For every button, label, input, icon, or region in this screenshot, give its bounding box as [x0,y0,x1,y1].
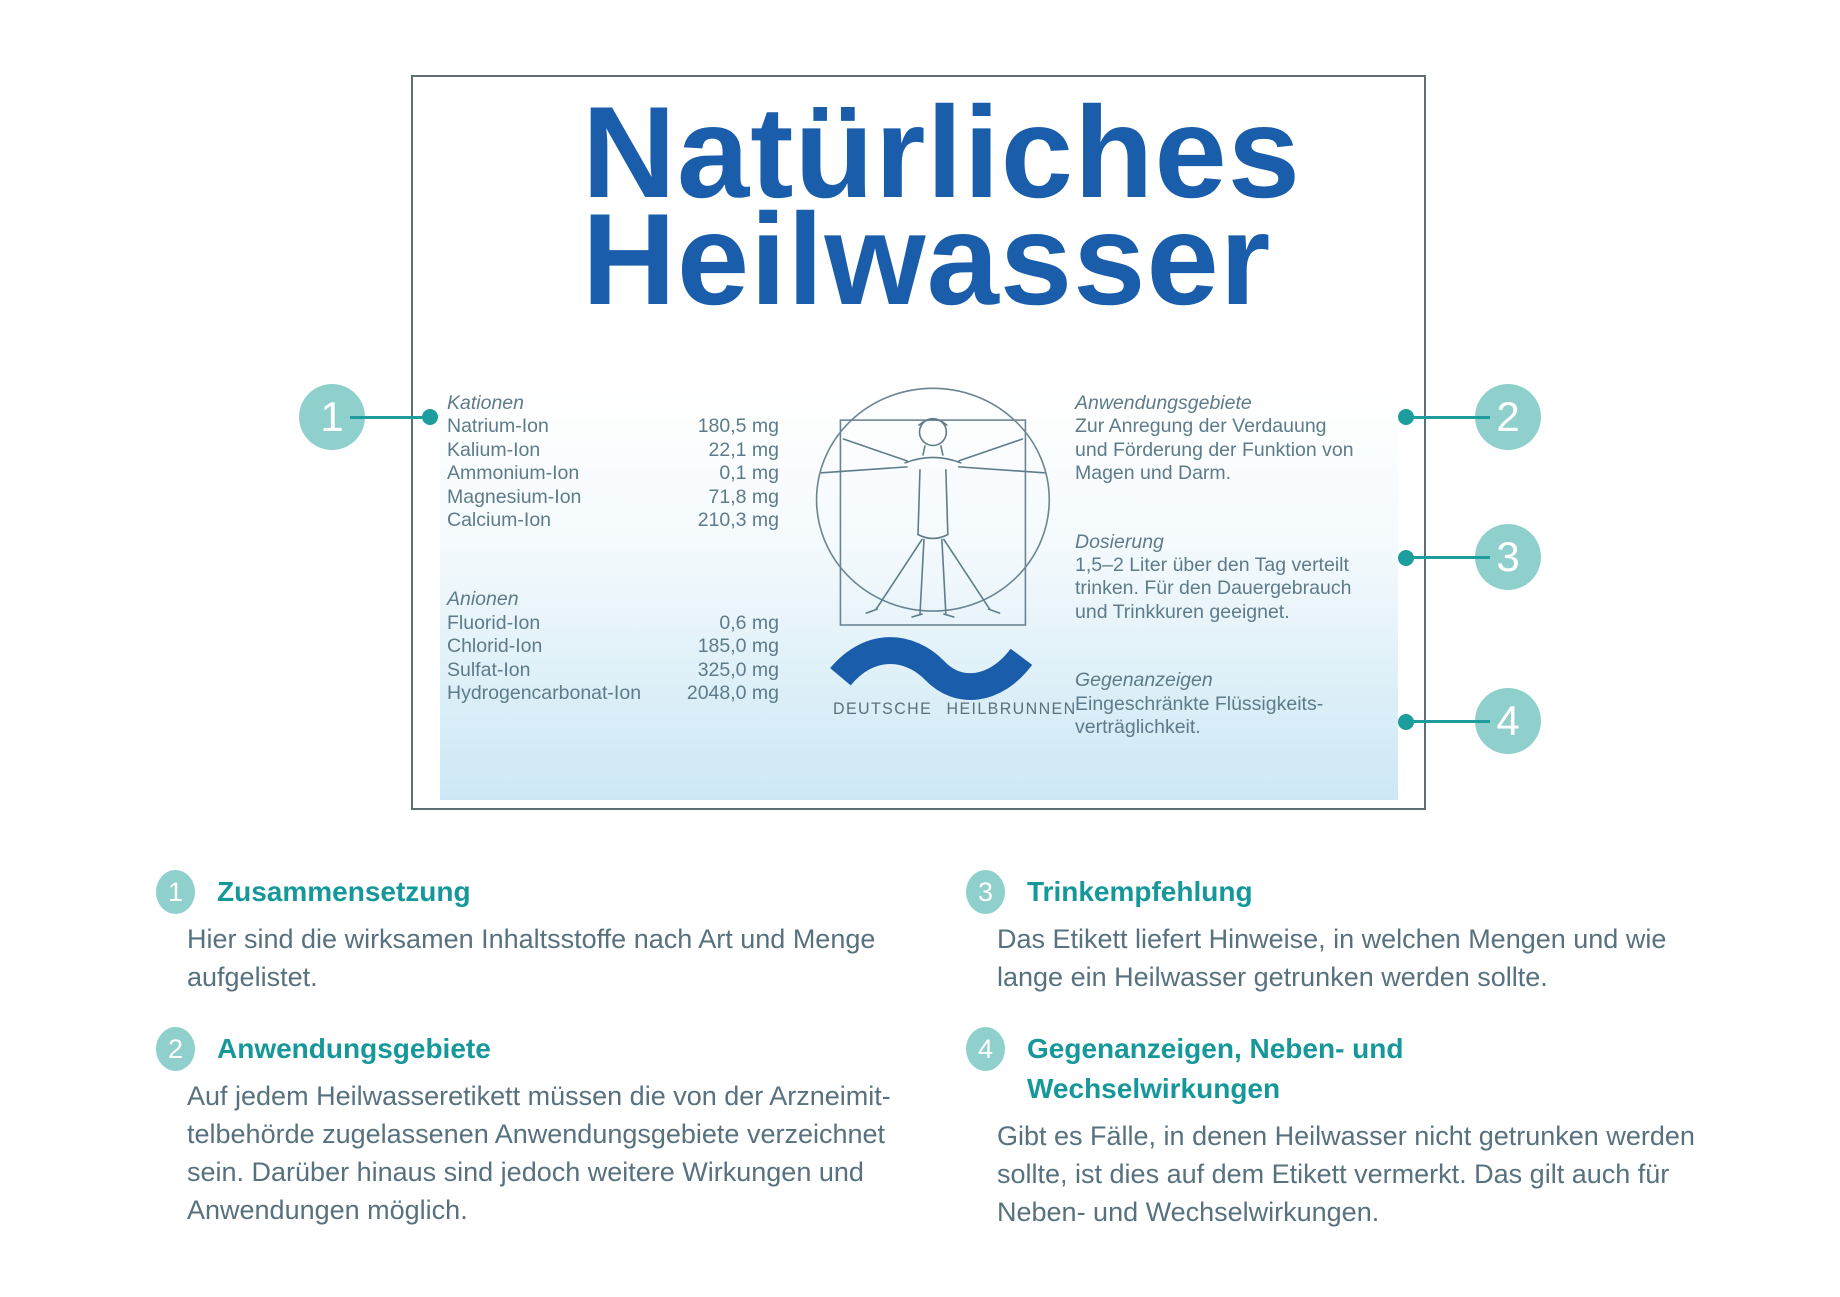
legend-body-line: sein. Darüber hinaus sind jedoch weitere… [187,1157,864,1187]
ion-value: 0,6 mg [719,611,779,634]
legend-body-line: sollte, ist dies auf dem Etikett vermerk… [997,1159,1670,1189]
ion-name: Fluorid-Ion [447,611,541,634]
legend-body: Gibt es Fälle, in denen Heilwasser nicht… [997,1117,1726,1231]
table-row: Natrium-Ion 180,5 mg [447,415,779,438]
legend-body: Hier sind die wirksamen Inhaltsstoffe na… [187,920,876,996]
legend-title: Anwendungsgebiete [217,1033,491,1064]
cations-header: Kationen [447,392,524,414]
legend-badge-4: 4 [966,1027,1005,1071]
table-row: Hydrogencarbonat-Ion 2048,0 mg [447,682,779,705]
ion-value: 2048,0 mg [686,682,779,705]
info-line: und Förderung der Funktion von [1075,438,1354,461]
legend-body: Auf jedem Heilwasseretikett müssen die v… [187,1077,891,1229]
legend-title-line: Gegenanzeigen, Neben- und [1027,1033,1404,1064]
table-row: Ammonium-Ion 0,1 mg [447,462,779,485]
anions-header: Anionen [447,588,519,611]
info-section-header: Dosierung [1075,530,1164,553]
info-section-anwendungsgebiete: Anwendungsgebiete Zur Anregung der Verda… [1075,392,1405,486]
callout-line-4 [1406,720,1490,723]
legend-body-line: Gibt es Fälle, in denen Heilwasser nicht… [997,1121,1695,1151]
callout-line-2 [1406,416,1490,419]
ion-value: 180,5 mg [697,415,779,438]
legend-title: Gegenanzeigen, Neben- und Wechselwirkung… [1027,1027,1726,1109]
legend-badge-1: 1 [156,870,195,914]
info-line: und Trinkkuren geeignet. [1075,600,1290,623]
legend-body-line: Auf jedem Heilwasseretikett müssen die v… [187,1081,891,1111]
callout-badge-2: 2 [1475,384,1541,450]
ion-value: 210,3 mg [697,509,779,532]
info-line: 1,5–2 Liter über den Tag verteilt [1075,554,1349,577]
callout-line-3 [1406,556,1490,559]
info-section-dosierung: Dosierung 1,5–2 Liter über den Tag verte… [1075,531,1405,625]
legend-body-line: Das Etikett liefert Hinweise, in welchen… [997,924,1667,954]
table-row: Fluorid-Ion 0,6 mg [447,612,779,635]
heilwasser-label: Natürliches Heilwasser Kationen Natrium-… [411,75,1426,810]
callout-dot-1 [422,409,438,425]
legend-section-zusammensetzung: 1 Zusammensetzung Hier sind die wirksame… [156,870,876,996]
ion-value: 71,8 mg [708,485,779,508]
ion-name: Kalium-Ion [447,438,541,461]
legend-body: Das Etikett liefert Hinweise, in welchen… [997,920,1726,996]
legend-body-line: Anwendungen möglich. [187,1195,468,1225]
legend-badge-3: 3 [966,870,1005,914]
legend-body-line: telbehörde zugelassenen Anwendungsgebiet… [187,1119,886,1149]
callout-dot-3 [1398,550,1414,566]
legend-title-line: Wechselwirkungen [1027,1073,1281,1104]
ion-name: Natrium-Ion [447,415,549,438]
legend-body-line: aufgelistet. [187,962,318,992]
callout-line-1 [350,416,430,419]
info-section-header: Gegenanzeigen [1075,669,1213,692]
table-row: Chlorid-Ion 185,0 mg [447,635,779,658]
ion-name: Sulfat-Ion [447,658,531,681]
legend-body-line: lange ein Heilwasser getrunken werden so… [997,962,1548,992]
info-line: Eingeschränkte Flüssigkeits- [1075,692,1324,715]
legend-left-column: 1 Zusammensetzung Hier sind die wirksame… [156,870,891,1229]
info-line: verträglichkeit. [1075,716,1201,739]
table-row: Calcium-Ion 210,3 mg [447,509,779,532]
legend-right-column: 3 Trinkempfehlung Das Etikett liefert Hi… [966,870,1726,1231]
brand-name: DEUTSCHE HEILBRUNNEN [833,699,1077,718]
label-title: Natürliches Heilwasser [582,79,1302,332]
ion-value: 22,1 mg [708,438,779,461]
ion-value: 325,0 mg [697,658,779,681]
legend-title: Zusammensetzung [217,876,471,907]
legend-body-line: Neben- und Wechselwirkungen. [997,1197,1380,1227]
legend-section-gegenanzeigen: 4 Gegenanzeigen, Neben- und Wechselwirku… [966,1027,1726,1231]
table-row: Sulfat-Ion 325,0 mg [447,659,779,682]
info-line: Zur Anregung der Verdauung [1075,415,1327,438]
table-row: Magnesium-Ion 71,8 mg [447,486,779,509]
info-section-header: Anwendungsgebiete [1075,392,1252,414]
label-title-line1: Natürliches [582,79,1302,225]
callout-dot-2 [1398,409,1414,425]
legend-title: Trinkempfehlung [1027,876,1253,907]
ion-name: Magnesium-Ion [447,485,582,508]
ion-composition-table: Kationen Natrium-Ion 180,5 mg Kalium-Ion… [447,392,779,705]
ion-name: Ammonium-Ion [447,462,580,485]
ion-name: Calcium-Ion [447,509,552,532]
callout-dot-4 [1398,714,1414,730]
info-line: Magen und Darm. [1075,462,1232,485]
legend-section-trinkempfehlung: 3 Trinkempfehlung Das Etikett liefert Hi… [966,870,1726,996]
ion-name: Chlorid-Ion [447,635,543,658]
legend-body-line: Hier sind die wirksamen Inhaltsstoffe na… [187,924,876,954]
label-info-column: Anwendungsgebiete Zur Anregung der Verda… [1075,392,1405,739]
ion-name: Hydrogencarbonat-Ion [447,682,642,705]
legend-badge-2: 2 [156,1027,195,1071]
ion-value: 185,0 mg [697,635,779,658]
table-row: Kalium-Ion 22,1 mg [447,439,779,462]
label-title-line2: Heilwasser [582,186,1272,332]
info-line: trinken. Für den Dauergebrauch [1075,577,1352,600]
legend-section-anwendungsgebiete: 2 Anwendungsgebiete Auf jedem Heilwasser… [156,1027,891,1229]
ion-value: 0,1 mg [719,462,779,485]
info-section-gegenanzeigen: Gegenanzeigen Eingeschränkte Flüssigkeit… [1075,669,1405,739]
